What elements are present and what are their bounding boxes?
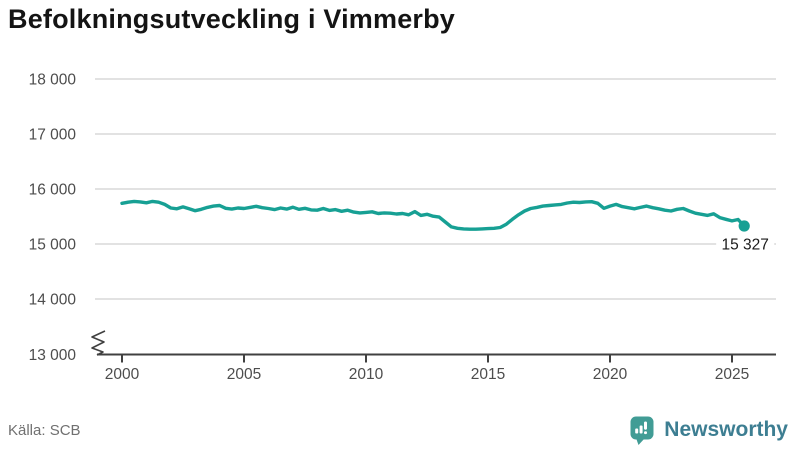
end-value-annotation: 15 327 xyxy=(716,220,775,254)
end-value-label: 15 327 xyxy=(721,237,768,254)
x-axis: 2000 2005 2010 2015 2020 2025 xyxy=(97,353,776,383)
x-tick-label: 2015 xyxy=(471,366,505,383)
y-tick-label: 17 000 xyxy=(29,127,77,144)
source-note: Källa: SCB xyxy=(8,422,81,439)
y-tick-label: 16 000 xyxy=(29,182,77,199)
population-line-chart: 13 000 14 000 15 000 16 000 17 000 18 000 200… xyxy=(29,72,776,383)
gridlines xyxy=(95,78,776,300)
end-dot xyxy=(738,220,750,232)
x-tick-label: 2000 xyxy=(105,366,140,383)
y-tick-label: 14 000 xyxy=(29,292,77,309)
x-tick-label: 2020 xyxy=(593,366,628,383)
y-tick-label: 18 000 xyxy=(29,72,77,89)
x-tick-label: 2010 xyxy=(349,366,384,383)
y-tick-label: 15 000 xyxy=(29,237,77,254)
population-line xyxy=(120,199,746,231)
end-label-backdrop xyxy=(716,236,775,253)
newsworthy-logo: Newsworthy xyxy=(629,415,788,445)
x-tick-label: 2005 xyxy=(227,366,261,383)
newsworthy-speech-bubble-bar-chart-icon xyxy=(630,416,654,445)
y-tick-label: 13 000 xyxy=(29,347,77,364)
y-axis-break-squiggle-icon xyxy=(91,330,106,356)
x-tick-label: 2025 xyxy=(715,366,749,383)
y-axis-labels: 13 000 14 000 15 000 16 000 17 000 18 000 xyxy=(29,72,77,365)
newsworthy-wordmark: Newsworthy xyxy=(664,418,788,441)
chart-title: Befolkningsutveckling i Vimmerby xyxy=(8,4,456,34)
population-series xyxy=(120,199,746,231)
